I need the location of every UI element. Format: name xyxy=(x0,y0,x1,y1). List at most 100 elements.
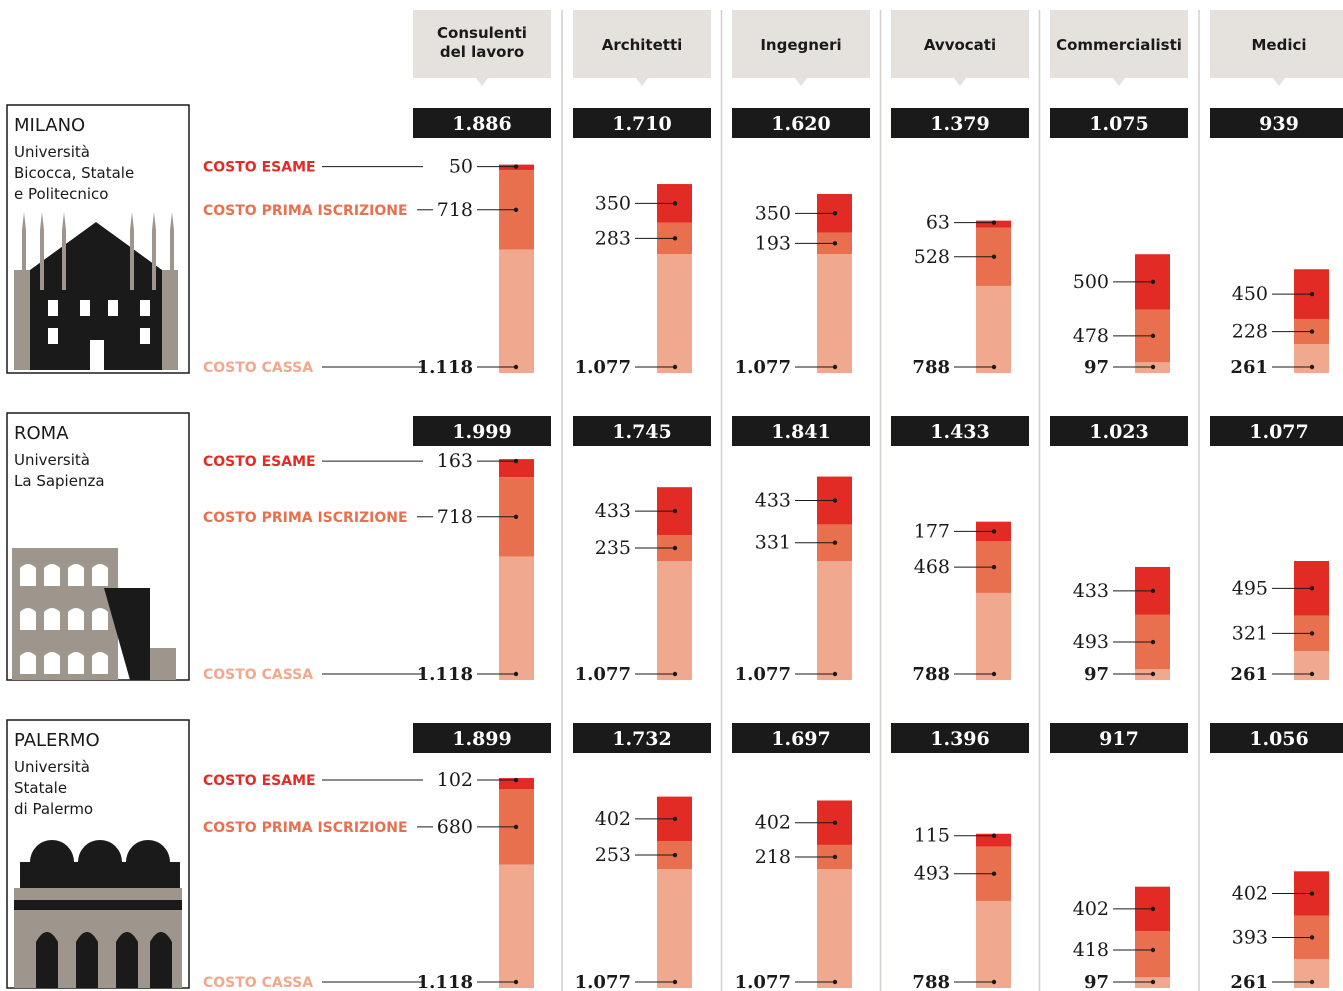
duomo-spire xyxy=(170,230,174,290)
value-label-esame: 402 xyxy=(755,812,791,834)
colosseum-arch xyxy=(68,652,84,674)
bar-segment-cassa xyxy=(817,560,852,680)
leader-dot xyxy=(513,514,519,519)
duomo-spire xyxy=(40,230,44,290)
header-pointer xyxy=(1273,78,1285,86)
university-name: Università xyxy=(14,143,90,161)
legend-label-esame: COSTO ESAME xyxy=(203,454,316,470)
colosseum-arch xyxy=(68,564,84,586)
duomo-icon xyxy=(14,212,178,370)
total-value: 1.433 xyxy=(930,421,990,443)
leader-dot xyxy=(991,564,997,570)
value-label-prima-iscrizione: 528 xyxy=(914,246,950,268)
total-value: 1.710 xyxy=(612,113,672,135)
total-value: 1.379 xyxy=(930,113,990,135)
leader-dot xyxy=(832,854,838,860)
leader-dot xyxy=(672,852,678,858)
header-pointer xyxy=(795,78,807,86)
duomo-window xyxy=(108,300,118,316)
total-value: 1.886 xyxy=(452,113,512,135)
value-label-esame: 102 xyxy=(437,769,473,791)
total-value: 1.899 xyxy=(452,728,512,750)
duomo-spire xyxy=(62,230,66,290)
leader-dot xyxy=(1309,631,1315,636)
total-box xyxy=(732,723,870,753)
university-name: Bicocca, Statale xyxy=(14,164,134,182)
duomo-spire-top xyxy=(130,212,134,230)
leader-dot xyxy=(513,671,519,677)
value-label-prima-iscrizione: 331 xyxy=(755,532,791,554)
value-label-prima-iscrizione: 493 xyxy=(914,863,950,885)
total-value: 939 xyxy=(1259,113,1299,135)
colosseum-arch xyxy=(92,652,108,674)
leader-dot xyxy=(1309,586,1315,591)
duomo-spire-top xyxy=(62,212,66,230)
leader-dot xyxy=(672,201,678,206)
duomo-spire xyxy=(130,230,134,290)
colosseum-arch xyxy=(20,608,36,630)
value-label-prima-iscrizione: 228 xyxy=(1232,321,1268,343)
leader-dot xyxy=(672,545,678,551)
value-label-prima-iscrizione: 393 xyxy=(1232,926,1268,948)
total-value: 1.077 xyxy=(1249,421,1309,443)
total-box xyxy=(1050,108,1188,138)
duomo-spire xyxy=(22,230,26,290)
legend-label-cassa: COSTO CASSA xyxy=(203,667,313,683)
bar-segment-cassa xyxy=(817,868,852,988)
cathedral-arch xyxy=(116,932,138,988)
total-box xyxy=(1050,416,1188,446)
duomo-spire-top xyxy=(152,212,156,230)
cathedral-arch xyxy=(36,932,58,988)
leader-dot xyxy=(513,777,519,783)
total-box xyxy=(1050,723,1188,753)
value-label-esame: 402 xyxy=(1232,883,1268,905)
value-label-cassa: 788 xyxy=(912,357,950,378)
total-box xyxy=(732,108,870,138)
leader-dot xyxy=(1150,279,1156,285)
value-label-prima-iscrizione: 418 xyxy=(1073,939,1109,961)
value-label-cassa: 1.077 xyxy=(735,972,791,991)
value-label-esame: 63 xyxy=(926,212,950,234)
leader-dot xyxy=(832,241,838,246)
value-label-esame: 50 xyxy=(449,156,473,178)
leader-dot xyxy=(832,364,838,370)
column-header-label: Architetti xyxy=(602,36,683,54)
value-label-prima-iscrizione: 468 xyxy=(914,556,950,578)
leader-dot xyxy=(672,508,678,514)
legend-label-esame: COSTO ESAME xyxy=(203,160,316,176)
value-label-cassa: 1.118 xyxy=(417,664,473,685)
value-label-cassa: 1.077 xyxy=(575,972,631,991)
column-header-label: Avvocati xyxy=(924,36,996,54)
dome xyxy=(126,840,170,862)
leader-dot xyxy=(1150,588,1156,594)
total-box xyxy=(1210,723,1343,753)
total-value: 1.999 xyxy=(452,421,512,443)
leader-dot xyxy=(991,254,997,259)
value-label-cassa: 1.118 xyxy=(417,972,473,991)
value-label-esame: 350 xyxy=(595,192,631,214)
leader-dot xyxy=(991,529,997,534)
leader-dot xyxy=(513,979,519,985)
colosseum-ruin xyxy=(150,648,176,680)
bar-segment-prima-iscrizione xyxy=(1135,931,1170,978)
column-header-box xyxy=(573,10,711,78)
total-value: 1.023 xyxy=(1089,421,1149,443)
total-box xyxy=(1210,108,1343,138)
bar-segment-esame xyxy=(499,459,534,478)
value-label-esame: 350 xyxy=(755,202,791,224)
palermo-cathedral-icon xyxy=(14,840,182,988)
header-pointer xyxy=(1113,78,1125,86)
colosseum-arch xyxy=(20,564,36,586)
total-value: 1.841 xyxy=(771,421,831,443)
value-label-prima-iscrizione: 718 xyxy=(437,199,473,221)
university-name: Università xyxy=(14,451,90,469)
total-box xyxy=(413,723,551,753)
total-box xyxy=(891,108,1029,138)
duomo-spire-top xyxy=(170,212,174,230)
value-label-cassa: 1.118 xyxy=(417,357,473,378)
cathedral-arch xyxy=(150,932,172,988)
value-label-cassa: 97 xyxy=(1084,357,1109,378)
duomo-window xyxy=(140,300,150,316)
value-label-esame: 433 xyxy=(755,489,791,511)
total-box xyxy=(891,416,1029,446)
